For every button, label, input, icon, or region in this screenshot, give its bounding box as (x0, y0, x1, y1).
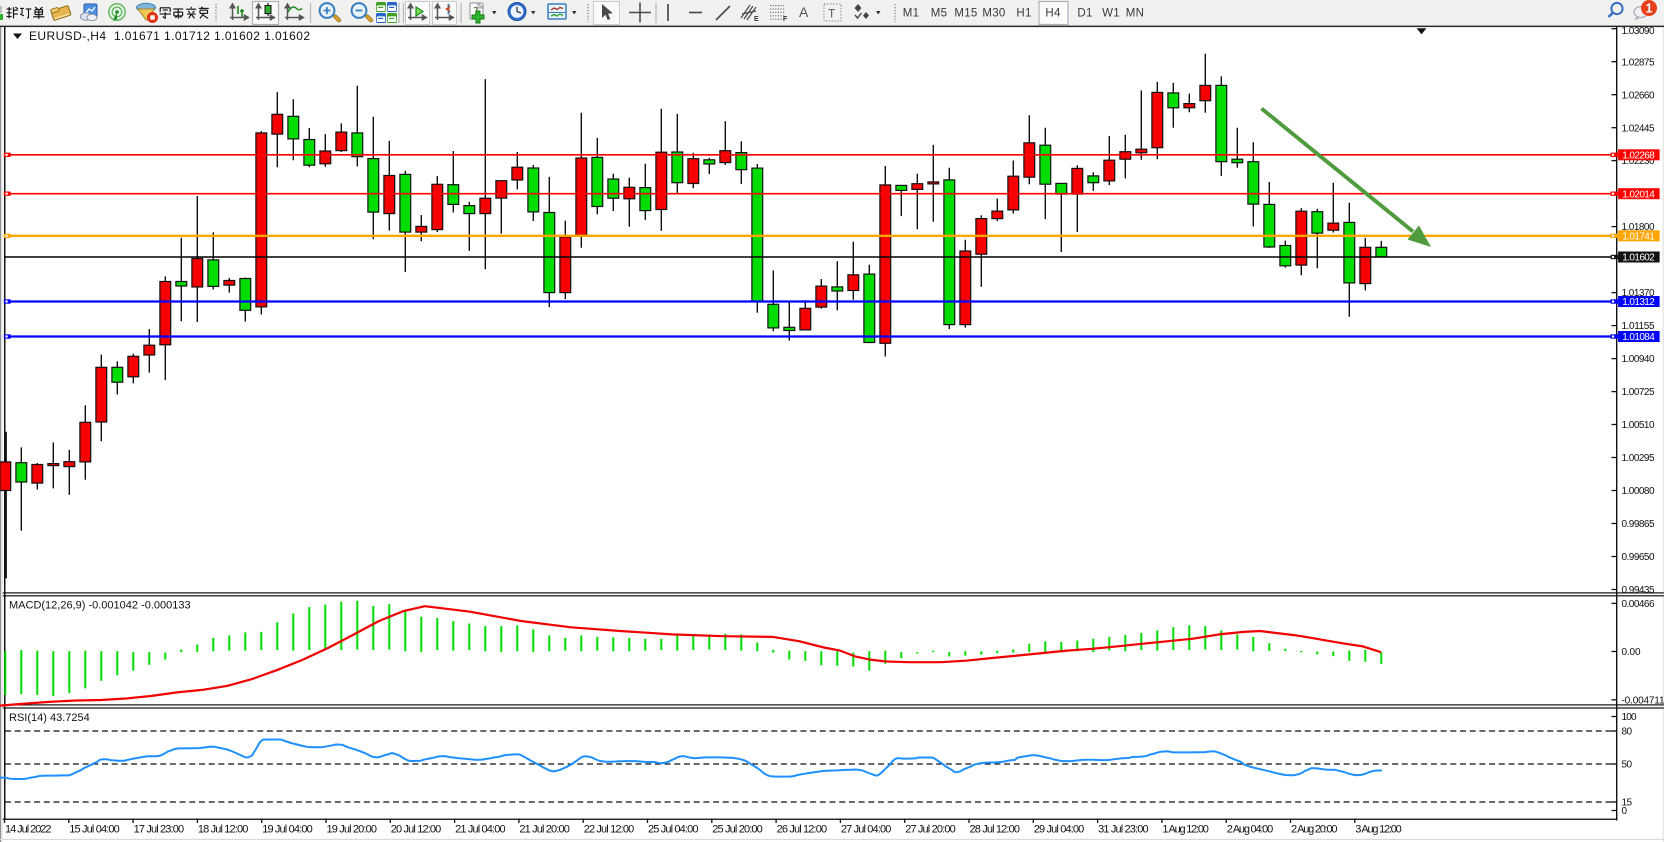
svg-text:1.01084: 1.01084 (1622, 332, 1655, 343)
svg-text:80: 80 (1622, 727, 1633, 738)
svg-text:1.01602: 1.01602 (1622, 253, 1655, 264)
svg-text:F: F (783, 16, 788, 23)
svg-text:0.99650: 0.99650 (1622, 552, 1655, 563)
svg-text:22 Jul 12:00: 22 Jul 12:00 (584, 824, 635, 836)
svg-text:W1: W1 (1102, 8, 1120, 20)
svg-text:1.02268: 1.02268 (1622, 150, 1655, 161)
svg-text:2 Aug 20:00: 2 Aug 20:00 (1291, 824, 1338, 836)
svg-text:18 Jul 12:00: 18 Jul 12:00 (198, 824, 249, 836)
svg-text:H4: H4 (1045, 8, 1061, 20)
svg-text:M5: M5 (931, 8, 948, 20)
svg-text:1: 1 (1646, 2, 1653, 16)
svg-text:50: 50 (1622, 760, 1633, 771)
svg-text:1.01741: 1.01741 (1622, 231, 1655, 242)
svg-text:28 Jul 12:00: 28 Jul 12:00 (970, 824, 1021, 836)
svg-text:T: T (828, 7, 836, 21)
svg-text:27 Jul 20:00: 27 Jul 20:00 (905, 824, 956, 836)
svg-text:3 Aug 12:00: 3 Aug 12:00 (1355, 824, 1402, 836)
svg-text:29 Jul 04:00: 29 Jul 04:00 (1034, 824, 1085, 836)
svg-text:20 Jul 12:00: 20 Jul 12:00 (391, 824, 442, 836)
svg-text:1.02660: 1.02660 (1622, 90, 1655, 101)
svg-text:1.00725: 1.00725 (1622, 387, 1655, 398)
svg-text:1.01370: 1.01370 (1622, 288, 1655, 299)
svg-text:26 Jul 12:00: 26 Jul 12:00 (777, 824, 828, 836)
svg-text:E: E (754, 16, 759, 23)
svg-text:MACD(12,26,9) -0.001042 -0.000: MACD(12,26,9) -0.001042 -0.000133 (9, 600, 191, 612)
svg-text:M15: M15 (954, 8, 977, 20)
svg-text:MN: MN (1126, 8, 1145, 20)
svg-text:25 Jul 04:00: 25 Jul 04:00 (648, 824, 699, 836)
svg-text:1.00080: 1.00080 (1622, 486, 1655, 497)
svg-text:21 Jul 04:00: 21 Jul 04:00 (455, 824, 506, 836)
svg-text:1.01312: 1.01312 (1622, 297, 1655, 308)
svg-text:2 Aug 04:00: 2 Aug 04:00 (1227, 824, 1274, 836)
svg-text:1.00295: 1.00295 (1622, 453, 1655, 464)
svg-text:27 Jul 04:00: 27 Jul 04:00 (841, 824, 892, 836)
svg-text:14 Jul 2022: 14 Jul 2022 (5, 824, 52, 836)
svg-text:0.99435: 0.99435 (1622, 585, 1655, 596)
svg-text:100: 100 (1622, 712, 1637, 723)
svg-text:1.01800: 1.01800 (1622, 222, 1655, 233)
svg-text:M1: M1 (903, 8, 920, 20)
svg-text:19 Jul 04:00: 19 Jul 04:00 (262, 824, 313, 836)
svg-text:1.01155: 1.01155 (1622, 321, 1655, 332)
svg-text:A: A (799, 4, 809, 20)
svg-text:1.02445: 1.02445 (1622, 123, 1655, 134)
svg-text:0.00466: 0.00466 (1622, 599, 1655, 610)
svg-text:31 Jul 23:00: 31 Jul 23:00 (1098, 824, 1149, 836)
svg-text:1.02230: 1.02230 (1622, 156, 1655, 167)
svg-text:D1: D1 (1077, 8, 1092, 20)
svg-text:1.03090: 1.03090 (1622, 26, 1655, 37)
svg-text:M30: M30 (982, 8, 1005, 20)
svg-text:RSI(14) 43.7254: RSI(14) 43.7254 (9, 712, 90, 724)
svg-text:21 Jul 20:00: 21 Jul 20:00 (519, 824, 570, 836)
svg-text:15: 15 (1622, 798, 1633, 809)
svg-text:1.00940: 1.00940 (1622, 354, 1655, 365)
svg-text:1.00510: 1.00510 (1622, 420, 1655, 431)
svg-text:1.02875: 1.02875 (1622, 57, 1655, 68)
svg-text:0: 0 (1622, 806, 1628, 817)
svg-text:19 Jul 20:00: 19 Jul 20:00 (327, 824, 378, 836)
svg-text:1.02014: 1.02014 (1622, 189, 1655, 200)
svg-text:17 Jul 23:00: 17 Jul 23:00 (134, 824, 185, 836)
svg-text:1 Aug 12:00: 1 Aug 12:00 (1162, 824, 1209, 836)
svg-text:0.99865: 0.99865 (1622, 519, 1655, 530)
svg-text:H1: H1 (1016, 8, 1031, 20)
svg-text:25 Jul 20:00: 25 Jul 20:00 (712, 824, 763, 836)
svg-text:-0.004711: -0.004711 (1622, 695, 1664, 706)
svg-text:EURUSD-,H4 1.01671 1.01712 1.: EURUSD-,H4 1.01671 1.01712 1.01602 1.016… (29, 29, 310, 43)
svg-text:15 Jul 04:00: 15 Jul 04:00 (69, 824, 120, 836)
svg-text:0.00: 0.00 (1622, 647, 1641, 658)
